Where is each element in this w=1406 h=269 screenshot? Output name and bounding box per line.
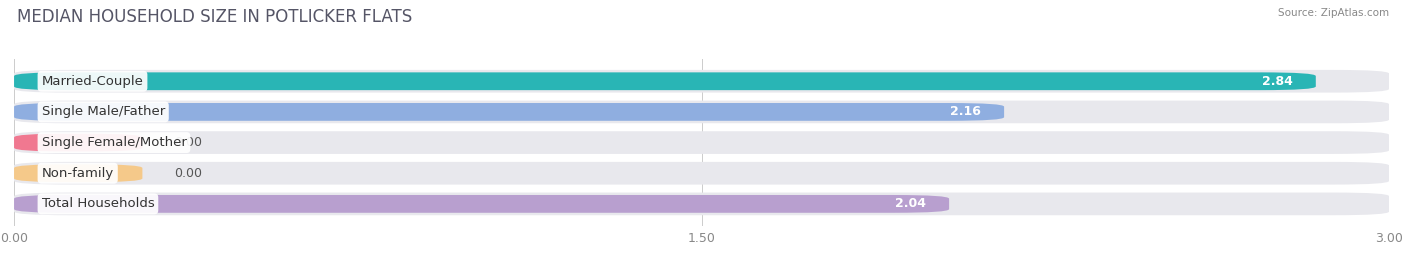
- Text: Single Male/Father: Single Male/Father: [42, 105, 165, 118]
- Text: 2.04: 2.04: [896, 197, 927, 210]
- Text: 2.16: 2.16: [950, 105, 981, 118]
- Text: 0.00: 0.00: [174, 167, 202, 180]
- Text: 2.84: 2.84: [1263, 75, 1294, 88]
- FancyBboxPatch shape: [14, 72, 1316, 90]
- Text: Married-Couple: Married-Couple: [42, 75, 143, 88]
- Text: MEDIAN HOUSEHOLD SIZE IN POTLICKER FLATS: MEDIAN HOUSEHOLD SIZE IN POTLICKER FLATS: [17, 8, 412, 26]
- FancyBboxPatch shape: [14, 103, 1004, 121]
- FancyBboxPatch shape: [14, 162, 1389, 185]
- FancyBboxPatch shape: [14, 193, 1389, 215]
- FancyBboxPatch shape: [14, 134, 142, 151]
- FancyBboxPatch shape: [14, 164, 142, 182]
- Text: Source: ZipAtlas.com: Source: ZipAtlas.com: [1278, 8, 1389, 18]
- Text: Single Female/Mother: Single Female/Mother: [42, 136, 187, 149]
- Text: 0.00: 0.00: [174, 136, 202, 149]
- FancyBboxPatch shape: [14, 131, 1389, 154]
- Text: Non-family: Non-family: [42, 167, 114, 180]
- Text: Total Households: Total Households: [42, 197, 155, 210]
- FancyBboxPatch shape: [14, 101, 1389, 123]
- FancyBboxPatch shape: [14, 195, 949, 213]
- FancyBboxPatch shape: [14, 70, 1389, 93]
